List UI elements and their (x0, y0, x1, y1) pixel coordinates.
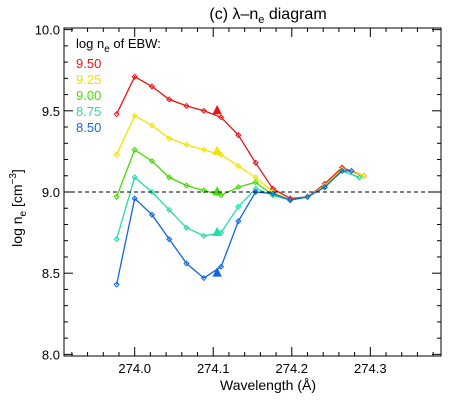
data-point (148, 83, 156, 90)
data-point (235, 132, 242, 139)
data-point (183, 102, 190, 110)
legend-title-suffix: of EBW: (110, 36, 161, 51)
data-point (235, 203, 242, 210)
data-point (166, 174, 173, 181)
data-point (113, 281, 120, 288)
ebw-marker (212, 186, 222, 196)
series-line (116, 75, 365, 200)
data-point (321, 184, 328, 191)
ylabel-unit-close: ] (9, 169, 25, 173)
data-point (348, 167, 355, 174)
legend-title: log ne of EBW: (76, 36, 161, 55)
data-point (217, 263, 225, 270)
chart-title: (c) λ–ne diagram (209, 6, 326, 26)
x-tick-label: 274.0 (118, 361, 151, 376)
data-point (287, 197, 294, 204)
data-point (113, 151, 120, 158)
data-point (183, 141, 190, 149)
data-point (183, 260, 190, 267)
ylabel-main: log n (9, 216, 25, 246)
legend-entry: 8.75 (76, 104, 101, 119)
data-point (338, 167, 346, 174)
y-tick-label: 10.0 (35, 23, 60, 38)
y-tick-label: 9.5 (42, 104, 60, 119)
ylabel-unit-open: [cm (9, 184, 25, 210)
legend: log ne of EBW: 9.509.259.008.758.50 (76, 36, 161, 135)
title-main: (c) λ–n (209, 6, 258, 23)
data-point (200, 274, 207, 282)
data-point (148, 211, 156, 218)
data-point (131, 73, 138, 80)
data-point (304, 193, 311, 200)
series-8.50 (113, 167, 355, 288)
ebw-marker (212, 226, 222, 236)
data-point (235, 162, 242, 170)
title-sub: e (258, 14, 264, 26)
data-point (200, 146, 207, 153)
legend-entry: 9.50 (76, 56, 101, 71)
legend-title-sub: e (104, 44, 110, 55)
y-tick-label: 9.0 (42, 185, 60, 200)
data-point (235, 184, 242, 191)
x-tick-label: 274.3 (354, 361, 387, 376)
data-point (235, 218, 242, 225)
legend-title-main: log n (76, 36, 104, 51)
data-point (321, 182, 328, 189)
ebw-marker (212, 145, 222, 155)
data-point (200, 232, 207, 239)
x-axis-label: Wavelength (Å) (220, 377, 316, 393)
data-point (183, 224, 190, 231)
ylabel-sub: e (18, 210, 29, 216)
data-point (148, 158, 156, 165)
data-point (166, 206, 173, 213)
data-point (166, 235, 173, 243)
series-line (115, 170, 352, 285)
data-point (131, 146, 138, 153)
data-point (217, 114, 225, 121)
legend-entry: 9.00 (76, 88, 101, 103)
data-point (183, 182, 190, 189)
legend-entry: 9.25 (76, 72, 101, 87)
x-tick-label: 274.2 (275, 361, 308, 376)
data-point (148, 188, 156, 196)
data-point (148, 122, 156, 129)
legend-entry: 8.50 (76, 120, 101, 135)
series-line (116, 114, 365, 201)
data-point (356, 174, 363, 181)
data-point (131, 174, 138, 181)
data-point (252, 179, 259, 186)
data-point (200, 187, 207, 194)
data-point (166, 135, 173, 142)
data-point (113, 235, 120, 243)
data-point (252, 185, 259, 192)
data-point (131, 195, 138, 202)
data-point (131, 112, 138, 119)
data-point (287, 195, 294, 202)
title-suffix: diagram (264, 6, 326, 23)
ylabel-unit-sup: −3 (8, 173, 19, 185)
data-point (269, 190, 277, 197)
data-point (360, 172, 368, 179)
data-point (252, 159, 259, 166)
data-point (113, 110, 120, 118)
y-axis-label: log ne [cm−3] (8, 169, 29, 247)
y-tick-label: 8.5 (42, 266, 60, 281)
data-point (252, 188, 259, 196)
data-point (166, 96, 173, 103)
ebw-marker (212, 104, 222, 115)
y-tick-label: 8.0 (42, 347, 60, 362)
x-tick-label: 274.1 (197, 361, 230, 376)
ebw-marker (212, 267, 222, 277)
series-8.75 (113, 167, 363, 243)
data-point (269, 188, 277, 196)
data-point (200, 107, 207, 114)
data-point (113, 193, 120, 200)
